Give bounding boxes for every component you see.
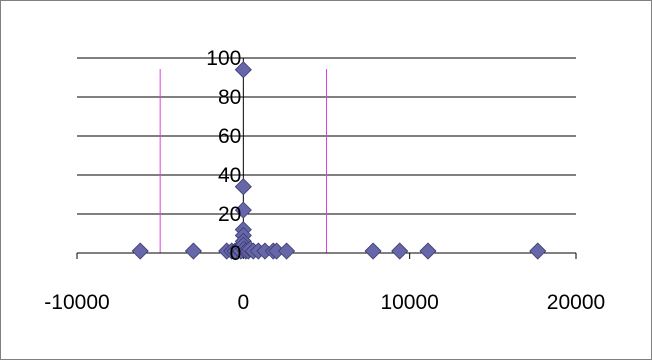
data-point: [234, 201, 252, 219]
data-point: [364, 242, 382, 260]
x-tick-label: 0: [237, 291, 249, 314]
x-tick-label: -10000: [44, 291, 109, 314]
data-point: [529, 242, 547, 260]
y-tick-label: 60: [218, 125, 241, 148]
axes: [76, 57, 577, 259]
y-tick-label: 80: [218, 86, 241, 109]
data-point: [278, 242, 296, 260]
data-points: [131, 61, 547, 260]
data-point: [131, 242, 149, 260]
y-tick-label: 40: [218, 164, 241, 187]
data-point: [234, 61, 252, 79]
y-tick-label: 20: [218, 203, 241, 226]
reference-lines: [159, 69, 327, 253]
data-point: [184, 242, 202, 260]
y-tick-label: 0: [230, 242, 242, 265]
x-tick-label: 10000: [380, 291, 438, 314]
data-point: [419, 242, 437, 260]
data-point: [391, 242, 409, 260]
data-point: [234, 178, 252, 196]
x-tick-label: 20000: [547, 291, 605, 314]
tick-labels: 0 20 40 60 80 100 -10000 0 10000 20000: [44, 47, 605, 314]
y-tick-label: 100: [206, 47, 241, 70]
